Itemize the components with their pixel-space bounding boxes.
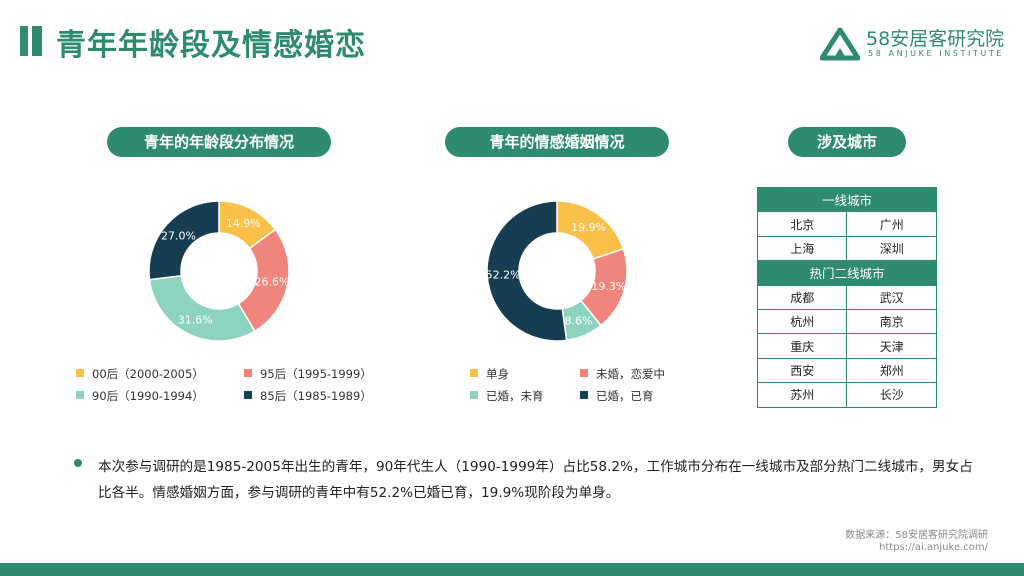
brand-logo: 58安居客研究院 58 ANJUKE INSTITUTE [820,22,1010,66]
marriage-donut-chart: 19.9% 19.3% 8.6% 52.2% [486,200,628,342]
legend-item-0-0: 00后（2000-2005） [76,366,204,382]
marriage-chart-title: 青年的情感婚姻情况 [445,127,669,157]
tier2-city-4-1: 长沙 [846,382,937,408]
slice-label-0-0: 14.9% [226,217,261,230]
logo-subtitle: 58 ANJUKE INSTITUTE [868,49,1004,58]
footer-band [0,563,1024,576]
legend-label-0-3: 85后（1985-1989） [260,389,372,403]
slice-label-1-2: 8.6% [564,315,592,328]
tier2-city-0-0: 成都 [756,284,848,310]
tier1-city-0-0: 北京 [756,211,848,237]
legend-label-0-2: 90后（1990-1994） [92,389,204,403]
marriage-chart-legend: 单身 未婚，恋爱中已婚，未育 已婚，已育 [470,366,730,410]
data-source: 数据来源：58安居客研究院调研 [845,530,988,541]
cities-title: 涉及城市 [788,127,906,157]
tier2-city-3-1: 郑州 [846,357,937,384]
legend-item-0-3: 85后（1985-1989） [244,388,372,404]
source-url: https://ai.anjuke.com/ [878,542,988,553]
tier2-city-3-0: 西安 [756,357,848,384]
slice-label-1-0: 19.9% [571,221,606,234]
slice-label-0-3: 27.0% [161,229,196,242]
donut-slice-1-3 [486,200,568,342]
legend-item-0-2: 90后（1990-1994） [76,388,204,404]
legend-item-1-3: 已婚，已育 [580,388,654,404]
age-donut-chart: 14.9% 26.6% 31.6% 27.0% [148,200,290,342]
legend-swatch-1-1 [580,369,588,377]
legend-label-1-2: 已婚，未育 [486,389,544,403]
legend-label-0-1: 95后（1995-1999） [260,367,372,381]
logo-name: 58安居客研究院 [866,28,1005,50]
legend-swatch-0-0 [76,369,84,377]
legend-item-1-0: 单身 [470,366,509,382]
legend-swatch-0-1 [244,369,252,377]
slice-label-0-2: 31.6% [178,314,213,327]
title-accent-bar [20,26,28,56]
slice-label-1-1: 19.3% [591,280,626,293]
cities-table: 一线城市 北京 广州 上海 深圳 热门二线城市 成都 武汉 杭州 南京 重庆 天津 西安 郑州 苏州 长沙 [756,186,937,408]
table-row: 西安 郑州 [756,357,937,384]
table-row: 上海 深圳 [756,235,937,262]
tier2-city-1-0: 杭州 [756,308,848,335]
legend-item-0-1: 95后（1995-1999） [244,366,372,382]
tier1-city-1-0: 上海 [756,235,848,262]
legend-label-1-3: 已婚，已育 [596,389,654,403]
table-row: 北京 广州 [756,211,937,237]
summary-bullet [74,459,82,467]
tier2-city-2-1: 天津 [846,333,937,359]
table-row: 杭州 南京 [756,308,937,335]
summary-text: 本次参与调研的是1985-2005年出生的青年，90年代生人（1990-1999… [98,459,973,501]
tier2-city-0-1: 武汉 [846,284,937,310]
table-row: 重庆 天津 [756,333,937,359]
legend-swatch-1-0 [470,369,478,377]
legend-label-1-0: 单身 [486,367,509,381]
tier1-city-1-1: 深圳 [846,235,937,262]
slice-label-0-1: 26.6% [254,276,289,289]
age-chart-legend: 00后（2000-2005） 95后（1995-1999） 90后（1990-199… [76,366,406,410]
table-row: 苏州 长沙 [756,382,937,408]
logo-mountain-icon [820,27,860,61]
tier1-header: 一线城市 [757,186,937,213]
tier1-city-0-1: 广州 [846,211,937,237]
tier2-city-1-1: 南京 [846,308,937,335]
tier2-header: 热门二线城市 [757,260,937,286]
donut-slice-0-2 [148,274,256,342]
tier2-city-2-0: 重庆 [756,333,848,359]
table-row: 成都 武汉 [756,284,937,310]
legend-swatch-0-2 [76,391,84,399]
legend-item-1-2: 已婚，未育 [470,388,544,404]
legend-swatch-1-2 [470,391,478,399]
age-chart-title: 青年的年龄段分布情况 [107,127,331,157]
legend-label-0-0: 00后（2000-2005） [92,367,204,381]
slice-label-1-3: 52.2% [486,269,521,282]
tier2-city-4-0: 苏州 [756,382,848,408]
legend-swatch-0-3 [244,391,252,399]
title-accent-bar-2 [32,26,42,56]
legend-item-1-1: 未婚，恋爱中 [580,366,665,382]
legend-label-1-1: 未婚，恋爱中 [596,367,665,381]
legend-swatch-1-3 [580,391,588,399]
donut-slice-0-3 [148,200,220,281]
page-title: 青年年龄段及情感婚恋 [56,28,366,63]
